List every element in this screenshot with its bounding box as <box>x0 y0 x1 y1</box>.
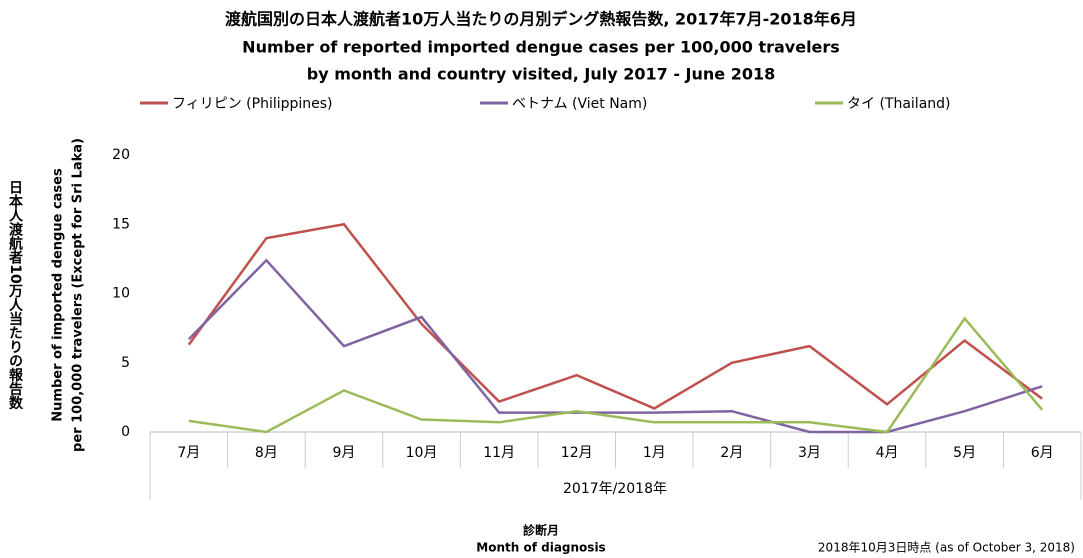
note: 2018年10月3日時点 (as of October 3, 2018) <box>818 541 1075 555</box>
x-tick-label: 7月 <box>177 445 200 461</box>
x-axis-title: 診断月 <box>523 523 559 538</box>
x-tick-label: 9月 <box>332 445 355 461</box>
x-tick-label: 3月 <box>798 445 821 461</box>
x-axis-label: 2017年/2018年 <box>563 481 667 497</box>
y-axis-label: 日本人渡航者10万人当たりの報告数 <box>7 180 24 411</box>
y-axis-label: per 100,000 travelers (Except for Sri La… <box>71 138 86 452</box>
chart-subtitle: Number of reported imported dengue cases… <box>242 38 840 57</box>
y-tick-label: 10 <box>112 286 130 302</box>
x-tick-label: 6月 <box>1031 445 1054 461</box>
x-tick-label: 11月 <box>483 445 515 461</box>
y-tick-label: 5 <box>121 355 130 371</box>
x-tick-label: 1月 <box>643 445 666 461</box>
legend-label: ベトナム (Viet Nam) <box>512 96 647 112</box>
x-tick-label: 8月 <box>255 445 278 461</box>
chart-title: 渡航国別の日本人渡航者10万人当たりの月別デング熱報告数, 2017年7月-20… <box>225 10 857 29</box>
x-tick-label: 5月 <box>953 445 976 461</box>
legend-label: タイ (Thailand) <box>847 96 951 112</box>
x-axis-title: Month of diagnosis <box>476 541 605 555</box>
x-tick-label: 12月 <box>561 445 593 461</box>
series-line <box>187 222 1043 410</box>
legend-label: フィリピン (Philippines) <box>172 96 333 112</box>
x-tick-label: 2月 <box>720 445 743 461</box>
y-tick-label: 15 <box>112 216 130 232</box>
y-axis-label: Number of imported dengue cases <box>51 168 66 422</box>
y-tick-label: 0 <box>121 424 130 440</box>
x-tick-label: 10月 <box>406 445 438 461</box>
y-tick-label: 20 <box>112 147 130 163</box>
series-line <box>187 258 1043 434</box>
chart-subtitle: by month and country visited, July 2017 … <box>307 65 775 84</box>
series-line <box>188 316 1044 434</box>
x-tick-label: 4月 <box>876 445 899 461</box>
